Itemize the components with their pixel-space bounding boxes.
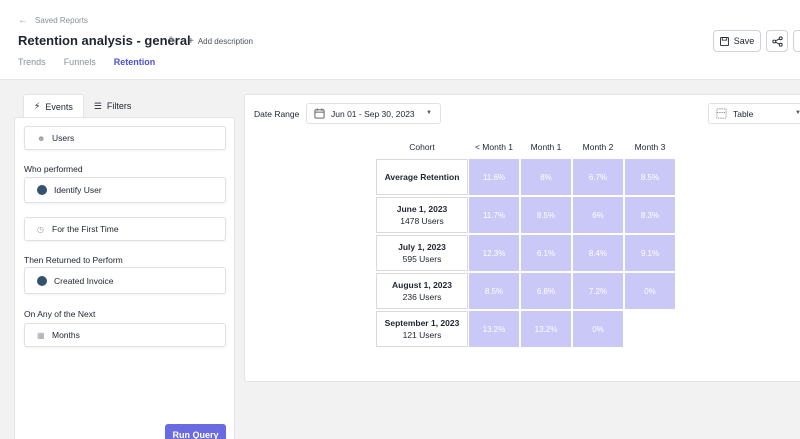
- cohort-user-count: 236 Users: [402, 292, 442, 302]
- return-event-select[interactable]: Created Invoice: [24, 267, 226, 294]
- table-view-icon: [716, 108, 727, 119]
- share-button[interactable]: [766, 30, 788, 52]
- users-select-value: Users: [52, 133, 75, 143]
- tab-events[interactable]: ⚡︎ Events: [23, 94, 84, 118]
- retention-cell: 12.3%: [469, 235, 519, 271]
- cohort-name: July 1, 2023: [398, 242, 446, 252]
- back-link-label: Saved Reports: [35, 16, 88, 25]
- retention-cell: 0%: [625, 273, 675, 309]
- retention-cell: 8.5%: [469, 273, 519, 309]
- users-select[interactable]: ☻ Users: [24, 126, 226, 150]
- retention-cell: 11.7%: [469, 197, 519, 233]
- save-label: Save: [733, 36, 755, 46]
- results-panel: Date Range Jun 01 - Sep 30, 2023 ▼ Table…: [244, 94, 800, 382]
- frequency-value: For the First Time: [52, 224, 119, 234]
- return-event-value: Created Invoice: [54, 275, 114, 286]
- edit-title-icon[interactable]: ✎: [168, 35, 178, 47]
- cohort-name: September 1, 2023: [384, 318, 460, 328]
- add-description-button[interactable]: + Add description: [188, 36, 253, 47]
- period-column-header: Month 1: [530, 142, 562, 152]
- cohort-user-count: 121 Users: [402, 330, 442, 340]
- run-query-button[interactable]: Run Query: [165, 424, 226, 439]
- cohort-name: June 1, 2023: [396, 204, 448, 214]
- period-value: Months: [52, 330, 80, 340]
- retention-cell: 8.5%: [521, 197, 571, 233]
- retention-cell: 0%: [573, 311, 623, 347]
- retention-cell: 7.2%: [573, 273, 623, 309]
- cohort-name: Average Retention: [384, 172, 460, 182]
- tab-filters-label: Filters: [106, 101, 132, 111]
- cohort-row-label: July 1, 2023 595 Users: [376, 235, 468, 271]
- date-range-value: Jun 01 - Sep 30, 2023: [331, 108, 415, 119]
- query-builder-panel: ☻ Users Who performed Identify User ◷ Fo…: [14, 117, 235, 439]
- cohort-row-label: June 1, 2023 1478 Users: [376, 197, 468, 233]
- retention-cell: 6%: [573, 197, 623, 233]
- retention-cell: 8.4%: [573, 235, 623, 271]
- cohort-user-count: 1478 Users: [400, 216, 444, 226]
- tab-trends[interactable]: Trends: [18, 57, 46, 67]
- clock-icon: ◷: [37, 224, 44, 234]
- share-icon: [771, 35, 783, 47]
- plus-icon: +: [188, 36, 194, 47]
- more-button[interactable]: [793, 30, 800, 52]
- lightning-icon: ⚡︎: [34, 101, 41, 111]
- calendar-icon: ▦: [37, 330, 45, 340]
- back-link[interactable]: ← Saved Reports: [18, 15, 88, 26]
- date-range-select[interactable]: Jun 01 - Sep 30, 2023 ▼: [306, 103, 441, 124]
- cohort-row-label: Average Retention: [376, 159, 468, 195]
- tab-retention[interactable]: Retention: [113, 57, 156, 67]
- retention-cell: 8.3%: [625, 197, 675, 233]
- add-description-label: Add description: [197, 37, 253, 46]
- cohort-user-count: 595 Users: [402, 254, 442, 264]
- retention-cell: 8%: [521, 159, 571, 195]
- retention-cell: 6.8%: [521, 273, 571, 309]
- event-dot-icon: [37, 185, 47, 195]
- save-button[interactable]: Save: [713, 30, 761, 52]
- tab-funnels[interactable]: Funnels: [63, 57, 96, 67]
- caret-down-icon: ▼: [795, 110, 800, 116]
- user-icon: ☻: [37, 133, 46, 143]
- filter-icon: ☰: [93, 100, 102, 111]
- arrow-left-icon: ←: [18, 15, 28, 26]
- first-event-value: Identify User: [54, 185, 102, 195]
- tab-filters[interactable]: ☰ Filters: [84, 94, 142, 118]
- cohort-row-label: September 1, 2023 121 Users: [376, 311, 468, 347]
- next-period-label: On Any of the Next: [24, 309, 96, 319]
- retention-cell: 9.1%: [625, 235, 675, 271]
- event-dot-icon: [37, 275, 47, 286]
- returned-label: Then Returned to Perform: [24, 255, 123, 265]
- frequency-select[interactable]: ◷ For the First Time: [24, 217, 226, 241]
- cohort-row-label: August 1, 2023 236 Users: [376, 273, 468, 309]
- retention-cell: 13.2%: [469, 311, 519, 347]
- period-column-header: Month 2: [582, 142, 614, 152]
- report-header: ← Saved Reports Retention analysis - gen…: [0, 0, 800, 80]
- report-title: Retention analysis - general: [18, 33, 191, 48]
- caret-down-icon: ▼: [426, 110, 432, 116]
- date-range-label: Date Range: [254, 109, 300, 119]
- period-column-header: Month 3: [634, 142, 666, 152]
- save-icon: [719, 36, 729, 46]
- retention-cell: 6.1%: [521, 235, 571, 271]
- view-type-select[interactable]: Table ▼: [708, 103, 800, 124]
- builder-tabs: ⚡︎ Events ☰ Filters: [23, 94, 141, 118]
- cohort-name: August 1, 2023: [392, 280, 452, 290]
- retention-cell: 8.5%: [625, 159, 675, 195]
- retention-cell: 11.6%: [469, 159, 519, 195]
- cohort-column-header: Cohort: [409, 142, 435, 152]
- tab-events-label: Events: [45, 101, 73, 112]
- report-tabs: Trends Funnels Retention: [18, 57, 173, 67]
- first-event-select[interactable]: Identify User: [24, 177, 226, 203]
- retention-cell: 13.2%: [521, 311, 571, 347]
- view-type-value: Table: [733, 108, 754, 119]
- calendar-icon: [314, 108, 325, 119]
- period-column-header: < Month 1: [474, 142, 514, 152]
- period-select[interactable]: ▦ Months: [24, 323, 226, 347]
- who-performed-label: Who performed: [24, 164, 83, 174]
- retention-cell: 6.7%: [573, 159, 623, 195]
